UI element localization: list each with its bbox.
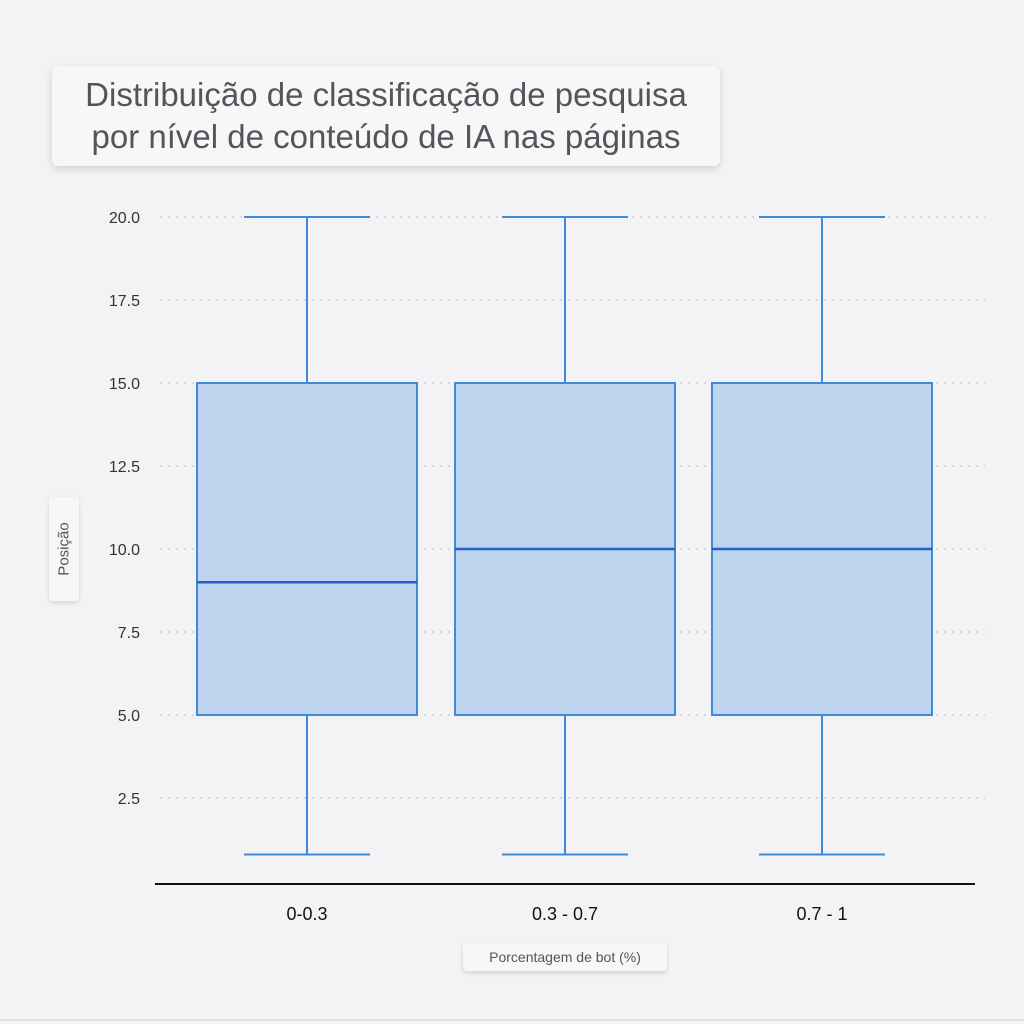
chart-title-line-1: Distribuição de classificação de pesquis… <box>85 76 687 113</box>
y-tick-label: 2.5 <box>118 791 140 808</box>
x-tick-label: 0.3 - 0.7 <box>532 904 598 924</box>
y-tick-label: 20.0 <box>109 210 140 227</box>
chart-title: Distribuição de classificação de pesquis… <box>52 66 720 166</box>
chart-title-line-2: por nível de conteúdo de IA nas páginas <box>91 118 681 155</box>
y-tick-label: 12.5 <box>109 459 140 476</box>
y-axis-label-box <box>49 497 79 601</box>
bottom-divider <box>0 1019 1024 1021</box>
x-tick-label: 0-0.3 <box>286 904 327 924</box>
y-tick-label: 10.0 <box>109 542 140 559</box>
y-tick-label: 17.5 <box>109 293 140 310</box>
y-tick-label: 5.0 <box>118 708 140 725</box>
x-tick-label: 0.7 - 1 <box>796 904 847 924</box>
y-tick-label: 7.5 <box>118 625 140 642</box>
box-iqr <box>196 382 418 716</box>
x-axis-label: Porcentagem de bot (%) <box>463 943 667 971</box>
y-tick-label: 15.0 <box>109 376 140 393</box>
